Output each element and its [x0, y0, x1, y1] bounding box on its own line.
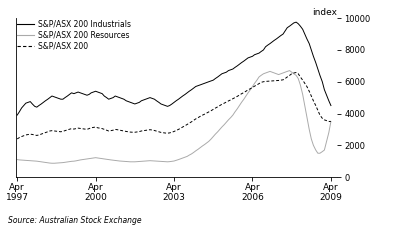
- Text: Source: Australian Stock Exchange: Source: Australian Stock Exchange: [8, 216, 142, 225]
- Legend: S&P/ASX 200 Industrials, S&P/ASX 200 Resources, S&P/ASX 200: S&P/ASX 200 Industrials, S&P/ASX 200 Res…: [17, 20, 131, 50]
- Text: index: index: [312, 7, 337, 17]
